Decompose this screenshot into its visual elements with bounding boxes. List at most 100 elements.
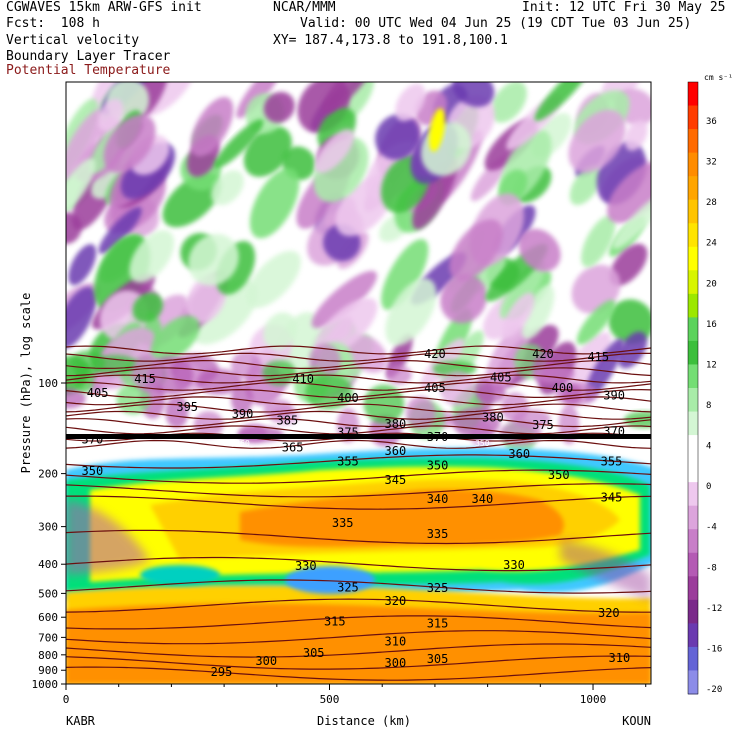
wave-cell <box>568 109 626 173</box>
wave-cell <box>321 82 375 114</box>
organization-label: NCAR/MMM <box>273 0 336 15</box>
x-tick-label: 1000 <box>580 693 607 706</box>
tropopause-label: 360 <box>235 439 250 448</box>
theta-label: 340 <box>472 492 494 506</box>
cross-section-endpoints: XY= 187.4,173.8 to 191.8,100.1 <box>273 33 508 48</box>
colorbar-label: 4 <box>706 442 711 452</box>
wave-cell <box>476 382 507 404</box>
wave-cell <box>262 360 297 386</box>
wave-cell <box>314 129 355 173</box>
wave-cell <box>499 260 545 319</box>
theta-label: 405 <box>87 386 109 400</box>
colorbar-swatch <box>688 505 698 530</box>
wave-cell <box>231 351 262 380</box>
wave-cell <box>624 119 648 151</box>
theta-label: 415 <box>587 350 609 364</box>
wave-cell <box>581 215 616 268</box>
colorbar-label: 12 <box>706 360 717 370</box>
right-endpoint-label: KOUN <box>622 714 651 728</box>
wave-cell <box>98 207 142 254</box>
colorbar-swatch <box>688 458 698 483</box>
colorbar-label: 0 <box>706 482 711 492</box>
theta-contour <box>66 388 651 399</box>
theta-label: 350 <box>82 464 104 478</box>
colorbar: 36 32 28 24 20 16 12 8 4 0 -4 -8 -12 -16 -20 <box>687 81 722 695</box>
wave-cell <box>165 395 189 429</box>
theta-label: 300 <box>255 654 277 668</box>
wave-cell <box>246 250 301 308</box>
theta-label: 330 <box>503 558 525 572</box>
theta-contour <box>66 630 651 645</box>
theta-label: 375 <box>337 425 359 439</box>
theta-label: 380 <box>385 417 407 431</box>
theta-contour <box>66 598 651 613</box>
colorbar-label: 8 <box>706 401 711 411</box>
theta-label: 300 <box>385 656 407 670</box>
colorbar-swatch <box>688 82 698 107</box>
theta-label: 405 <box>490 371 512 385</box>
theta-label: 370 <box>82 432 104 446</box>
theta-label: 360 <box>385 444 407 458</box>
theta-label: 350 <box>427 459 449 473</box>
theta-label: 400 <box>552 381 574 395</box>
colorbar-swatch <box>688 599 698 624</box>
wave-cell <box>607 161 651 224</box>
forecast-hour: Fcst: 108 h <box>6 16 100 31</box>
tropopause-label: 350 <box>475 439 490 448</box>
tropopause-labels: 360 350 <box>235 439 489 448</box>
y-tick-label: 900 <box>38 664 58 677</box>
wave-cell <box>66 286 97 350</box>
wave-cell <box>518 228 561 272</box>
colorbar-swatch <box>688 223 698 248</box>
theta-label: 295 <box>211 665 233 679</box>
wave-cell <box>132 292 163 323</box>
theta-contour <box>66 359 651 370</box>
tropopause-line <box>66 434 651 439</box>
colorbar-swatch <box>688 270 698 295</box>
wave-cell <box>612 192 651 249</box>
wave-cell <box>569 165 602 206</box>
theta-label: 410 <box>292 372 314 386</box>
x-axis-label: Distance (km) <box>317 714 411 728</box>
theta-label: 335 <box>332 516 354 530</box>
theta-contour <box>66 643 651 658</box>
wave-cell <box>129 230 175 283</box>
theta-label: 320 <box>598 606 620 620</box>
theta-label: 400 <box>337 391 359 405</box>
theta-label: 315 <box>324 615 346 629</box>
theta-label: 365 <box>282 441 304 455</box>
theta-label: 390 <box>603 388 625 402</box>
theta-label: 355 <box>601 454 623 468</box>
colorbar-label: 24 <box>706 239 717 249</box>
colorbar-units: cm s⁻¹ <box>704 73 733 82</box>
colorbar-swatch <box>688 646 698 671</box>
theta-label: 310 <box>609 651 631 665</box>
theta-contour <box>66 655 651 670</box>
theta-contour <box>66 410 651 420</box>
wave-cell <box>584 338 624 401</box>
wave-cell <box>263 91 295 123</box>
colorbar-frame <box>687 81 699 695</box>
theta-label: 380 <box>482 410 504 424</box>
wave-cell <box>375 114 420 160</box>
colorbar-swatch <box>688 293 698 318</box>
theta-contour <box>66 439 651 449</box>
y-tick-label: 300 <box>38 521 58 534</box>
colorbar-label: -16 <box>706 644 722 654</box>
wave-cell <box>190 279 258 345</box>
colorbar-label: 28 <box>706 198 717 208</box>
colorbar-label: -8 <box>706 563 717 573</box>
wave-cell <box>188 233 239 286</box>
wave-cell <box>68 244 97 286</box>
theta-label: 325 <box>427 581 449 595</box>
wave-cell <box>440 274 487 324</box>
theta-contour <box>66 529 651 545</box>
y-tick-label: 800 <box>38 649 58 662</box>
colorbar-label: 16 <box>706 320 717 330</box>
theta-contour <box>66 556 651 572</box>
theta-contour <box>66 454 651 469</box>
y-tick-label: 700 <box>38 631 58 644</box>
theta-contour <box>66 483 651 498</box>
wave-cell <box>534 82 592 122</box>
theta-contour <box>66 345 651 355</box>
